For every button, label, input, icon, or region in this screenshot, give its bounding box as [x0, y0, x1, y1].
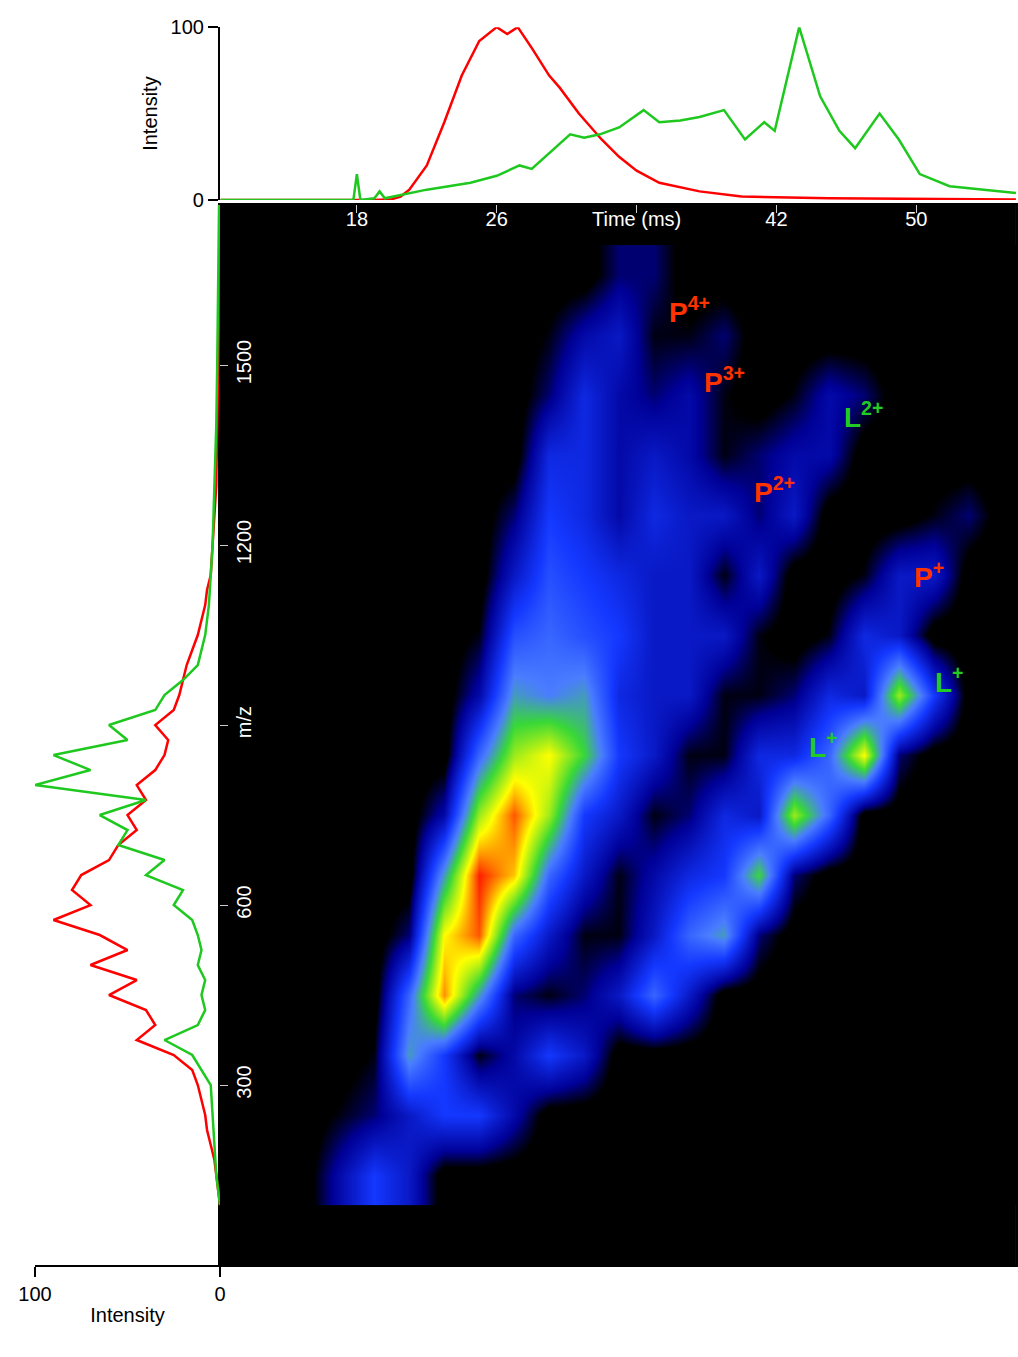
svg-text:100: 100 [18, 1283, 51, 1305]
svg-text:L​+​: L​+​ [809, 727, 838, 763]
svg-text:1200: 1200 [233, 520, 255, 565]
svg-text:0: 0 [214, 1283, 225, 1305]
svg-text:P​4+​: P​4+​ [669, 292, 710, 328]
svg-text:0: 0 [193, 189, 204, 211]
svg-text:Time (ms): Time (ms) [592, 208, 681, 230]
svg-text:50: 50 [905, 208, 927, 230]
svg-text:300: 300 [233, 1065, 255, 1098]
svg-text:600: 600 [233, 885, 255, 918]
svg-text:Intensity: Intensity [90, 1304, 164, 1326]
svg-text:42: 42 [765, 208, 787, 230]
svg-text:100: 100 [171, 16, 204, 38]
svg-text:L​+​: L​+​ [935, 662, 964, 698]
svg-text:P​3+​: P​3+​ [704, 362, 745, 398]
svg-text:26: 26 [486, 208, 508, 230]
svg-text:m/z: m/z [233, 706, 255, 738]
svg-text:L​2+​: L​2+​ [844, 397, 883, 433]
svg-text:P​+​: P​+​ [914, 557, 944, 593]
svg-text:Intensity: Intensity [139, 76, 161, 150]
svg-text:1500: 1500 [233, 340, 255, 385]
svg-text:18: 18 [346, 208, 368, 230]
svg-text:P​2+​: P​2+​ [754, 472, 795, 508]
